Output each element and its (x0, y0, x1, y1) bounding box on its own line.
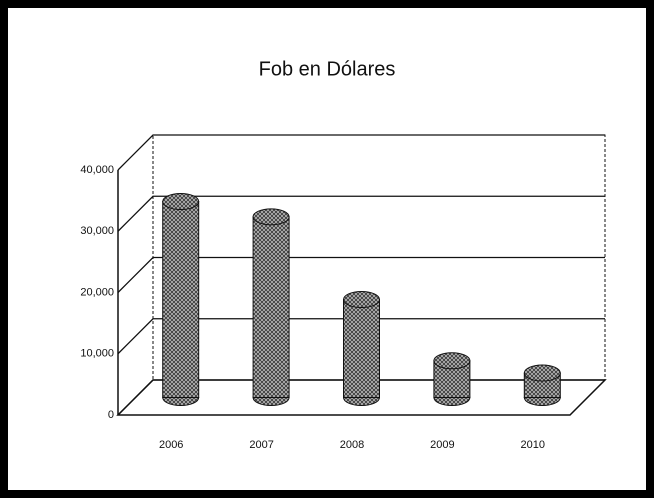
cylinder-top (523, 364, 561, 382)
x-tick-label: 2008 (340, 439, 364, 451)
bar (343, 299, 380, 398)
cylinder-top (433, 352, 471, 370)
grid-line (117, 134, 605, 171)
bar (252, 216, 290, 398)
y-tick-label: 30,000 (80, 225, 114, 237)
cylinder-top (162, 193, 200, 210)
x-tick-label: 2010 (521, 439, 545, 451)
grid-line (117, 256, 605, 293)
cylinder-top (252, 208, 290, 226)
x-tick-label: 2009 (430, 439, 454, 451)
grid-line (117, 195, 605, 232)
y-tick-label: 20,000 (80, 286, 114, 298)
chart-area (8, 8, 646, 490)
y-tick-label: 0 (108, 409, 114, 421)
x-tick-label: 2006 (159, 439, 183, 451)
cylinder-top (343, 291, 380, 308)
y-tick-label: 40,000 (80, 164, 114, 176)
x-tick-label: 2007 (249, 439, 273, 451)
y-tick-label: 10,000 (80, 348, 114, 360)
grid-line (117, 318, 605, 355)
chart-title: Fob en Dólares (259, 58, 396, 80)
bar (162, 201, 200, 398)
